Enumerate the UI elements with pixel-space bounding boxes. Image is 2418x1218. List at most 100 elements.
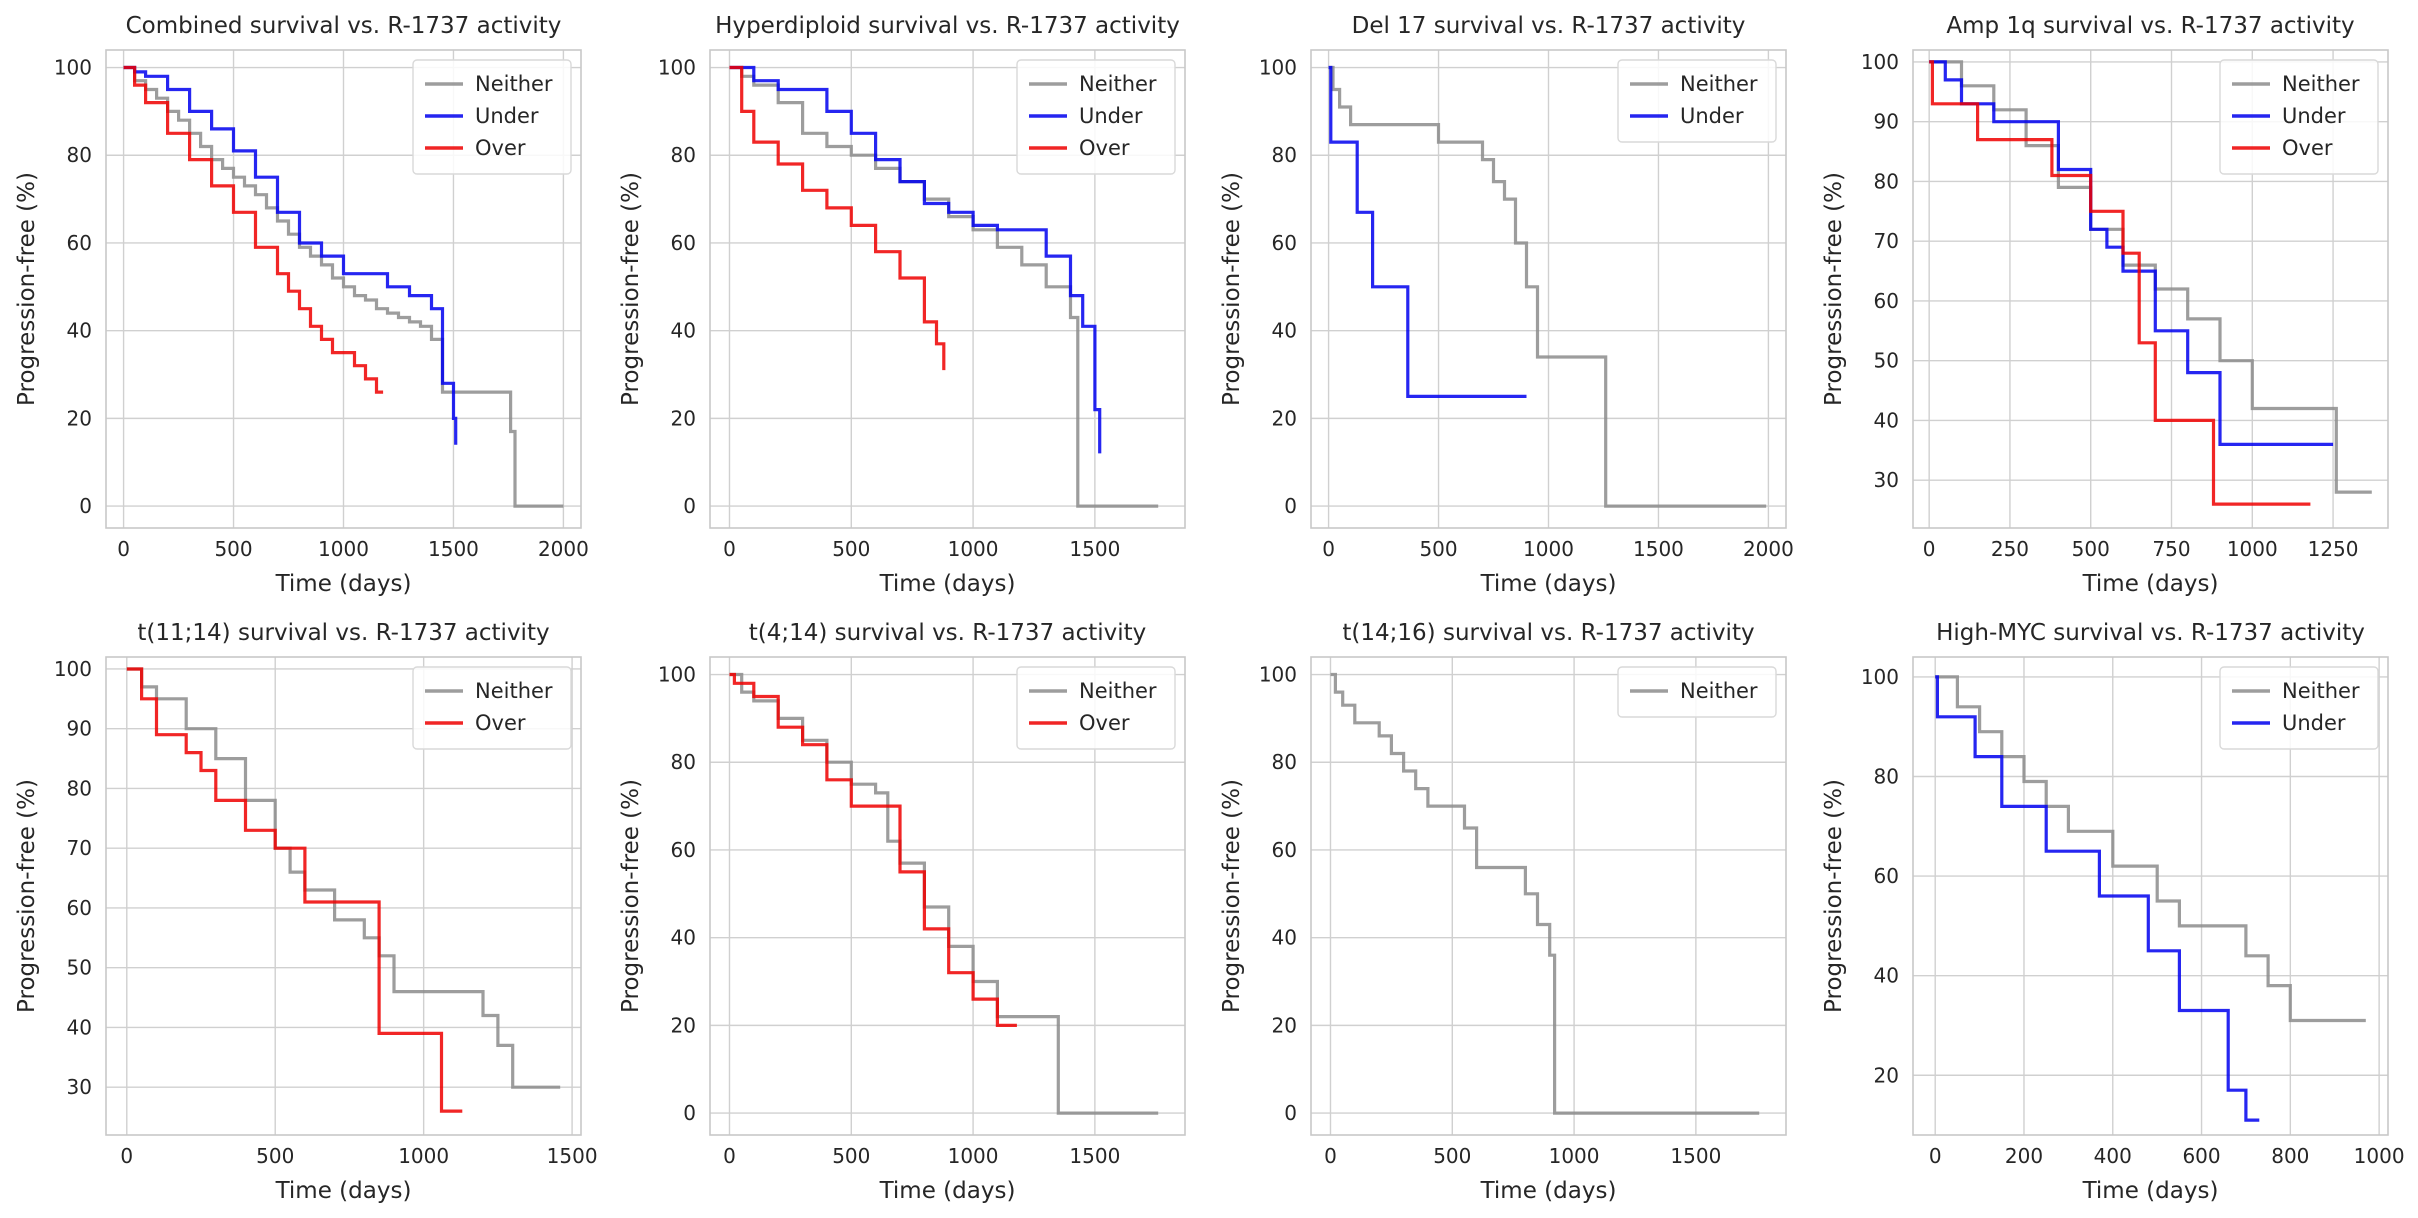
chart-title: t(4;14) survival vs. R-1737 activity <box>749 620 1147 646</box>
y-tick-label: 80 <box>1874 169 1899 193</box>
y-axis-label: Progression-free (%) <box>618 172 644 406</box>
chart-title: Amp 1q survival vs. R-1737 activity <box>1946 13 2354 39</box>
x-tick-label: 1000 <box>948 1144 999 1168</box>
x-axis-label: Time (days) <box>275 571 412 597</box>
legend-box <box>412 59 572 175</box>
series-line-under <box>729 65 1102 454</box>
x-tick-label: 0 <box>723 537 736 561</box>
y-tick-label: 70 <box>1874 229 1899 253</box>
plot-frame <box>105 49 582 529</box>
x-tick-label: 2000 <box>1743 537 1794 561</box>
y-axis-label: Progression-free (%) <box>618 779 644 1013</box>
y-tick-label: 100 <box>658 56 696 80</box>
x-tick-label: 800 <box>2271 1144 2309 1168</box>
x-tick-label: 500 <box>832 1144 870 1168</box>
legend: Neither Under <box>2219 666 2379 750</box>
legend: Neither Under Over <box>412 59 572 175</box>
y-tick-label: 0 <box>1284 1101 1297 1125</box>
series-line-neither <box>1935 675 2366 1023</box>
y-tick-label: 90 <box>67 717 92 741</box>
y-tick-label: 50 <box>67 956 92 980</box>
x-axis-label: Time (days) <box>2082 1178 2219 1204</box>
series-line-neither <box>123 65 564 508</box>
chart-title: t(11;14) survival vs. R-1737 activity <box>137 620 549 646</box>
y-tick-label: 40 <box>1874 408 1899 432</box>
x-tick-label: 1000 <box>318 537 369 561</box>
legend-label: Neither <box>1680 679 1758 703</box>
x-tick-label: 1500 <box>1670 1144 1721 1168</box>
chart-panel-6: 0 500 1000 1500 0 20 40 60 80 100 t(14;16) surviva… <box>1219 620 1787 1204</box>
chart-title: t(14;16) survival vs. R-1737 activity <box>1342 620 1754 646</box>
y-tick-label: 100 <box>1259 663 1297 687</box>
series-line-neither <box>1330 672 1760 1115</box>
y-tick-label: 40 <box>67 1015 92 1039</box>
y-tick-label: 60 <box>1272 838 1297 862</box>
series-line-under <box>1328 65 1527 398</box>
legend: Neither Under Over <box>1016 59 1176 175</box>
y-tick-label: 40 <box>1272 319 1297 343</box>
x-tick-label: 1250 <box>2308 537 2359 561</box>
chart-panel-0: 0 500 1000 1500 2000 0 20 40 60 80 100 Combined sur… <box>14 13 589 597</box>
y-tick-label: 30 <box>1874 468 1899 492</box>
y-tick-label: 20 <box>1272 1013 1297 1037</box>
x-tick-label: 0 <box>1322 537 1335 561</box>
legend-box <box>1617 666 1777 718</box>
y-tick-label: 90 <box>1874 110 1899 134</box>
y-tick-label: 40 <box>1272 926 1297 950</box>
y-tick-label: 100 <box>54 657 92 681</box>
x-tick-label: 0 <box>1923 537 1936 561</box>
x-tick-label: 500 <box>1433 1144 1471 1168</box>
x-tick-label: 500 <box>832 537 870 561</box>
chart-panel-5: 0 500 1000 1500 0 20 40 60 80 100 t(4;14) survival… <box>618 620 1186 1204</box>
legend-box <box>412 666 572 750</box>
x-tick-label: 2000 <box>538 537 589 561</box>
x-tick-label: 1000 <box>2227 537 2278 561</box>
y-tick-label: 20 <box>67 406 92 430</box>
x-axis-label: Time (days) <box>879 571 1016 597</box>
y-tick-label: 50 <box>1874 349 1899 373</box>
x-tick-label: 1000 <box>948 537 999 561</box>
x-tick-label: 1500 <box>547 1144 598 1168</box>
series-line-under <box>1935 675 2260 1122</box>
y-tick-label: 70 <box>67 836 92 860</box>
y-tick-label: 100 <box>1259 56 1297 80</box>
legend-label: Neither <box>2282 679 2360 703</box>
x-tick-label: 500 <box>1419 537 1457 561</box>
x-tick-label: 500 <box>256 1144 294 1168</box>
legend: Neither Over <box>1016 666 1176 750</box>
plot-frame <box>1912 656 2389 1136</box>
x-tick-label: 1500 <box>428 537 479 561</box>
legend-label: Under <box>1079 104 1143 128</box>
x-tick-label: 250 <box>1991 537 2029 561</box>
y-tick-label: 60 <box>67 231 92 255</box>
legend-label: Neither <box>475 679 553 703</box>
series-line-over <box>1929 60 2311 506</box>
x-tick-label: 500 <box>214 537 252 561</box>
x-tick-label: 1500 <box>1069 537 1120 561</box>
x-tick-label: 0 <box>1929 1144 1942 1168</box>
y-tick-label: 60 <box>1874 289 1899 313</box>
y-tick-label: 100 <box>658 663 696 687</box>
x-tick-label: 1000 <box>1549 1144 1600 1168</box>
legend-label: Neither <box>1680 72 1758 96</box>
x-tick-label: 400 <box>2094 1144 2132 1168</box>
y-tick-label: 40 <box>1874 964 1899 988</box>
legend-box <box>2219 59 2379 175</box>
y-axis-label: Progression-free (%) <box>14 172 40 406</box>
y-tick-label: 80 <box>671 143 696 167</box>
y-tick-label: 100 <box>1861 50 1899 74</box>
y-axis-label: Progression-free (%) <box>14 779 40 1013</box>
legend-label: Under <box>2282 104 2346 128</box>
y-tick-label: 100 <box>1861 665 1899 689</box>
y-tick-label: 100 <box>54 56 92 80</box>
series-line-neither <box>126 667 561 1089</box>
chart-title: High-MYC survival vs. R-1737 activity <box>1936 620 2365 646</box>
legend-label: Under <box>1680 104 1744 128</box>
y-axis-label: Progression-free (%) <box>1219 172 1245 406</box>
plot-frame <box>1310 49 1787 529</box>
legend: Neither Over <box>412 666 572 750</box>
chart-title: Hyperdiploid survival vs. R-1737 activit… <box>715 13 1180 39</box>
x-tick-label: 1500 <box>1633 537 1684 561</box>
y-tick-label: 20 <box>1272 406 1297 430</box>
x-tick-label: 1000 <box>1523 537 1574 561</box>
